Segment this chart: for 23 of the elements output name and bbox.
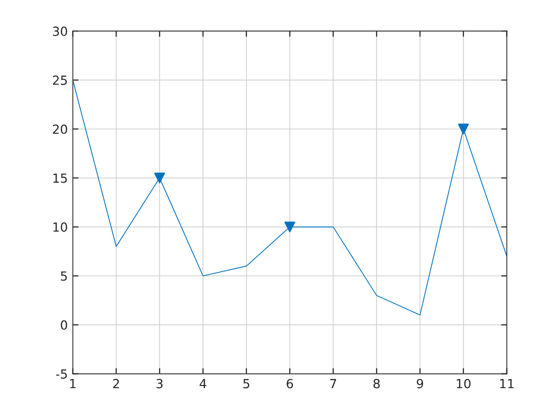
y-tick-label: 15 (53, 174, 67, 183)
x-tick-label: 1 (70, 379, 76, 388)
x-tick-label: 3 (156, 378, 163, 388)
x-tick-label: 9 (416, 378, 424, 388)
y-tick-label: 25 (52, 76, 67, 85)
x-tick-label: 10 (456, 378, 471, 388)
y-tick-label: 10 (53, 222, 68, 232)
x-tick-label: 7 (330, 379, 336, 388)
y-tick-label: 30 (52, 26, 68, 36)
x-tick-label: 2 (113, 378, 119, 388)
point (284, 222, 296, 232)
line-series (72, 80, 507, 316)
y-tick-label: 20 (52, 124, 68, 134)
point (458, 124, 469, 134)
x-tick-label: 11 (500, 379, 514, 388)
y-tick-label: 0 (60, 320, 68, 330)
y-tick-label: -5 (56, 369, 67, 379)
x-tick-label: 8 (373, 378, 380, 388)
y-tick-label: 5 (60, 272, 67, 281)
point (154, 172, 165, 184)
x-tick-label: 5 (243, 379, 250, 388)
x-tick-label: 6 (286, 378, 293, 388)
x-tick-label: 4 (200, 379, 206, 388)
